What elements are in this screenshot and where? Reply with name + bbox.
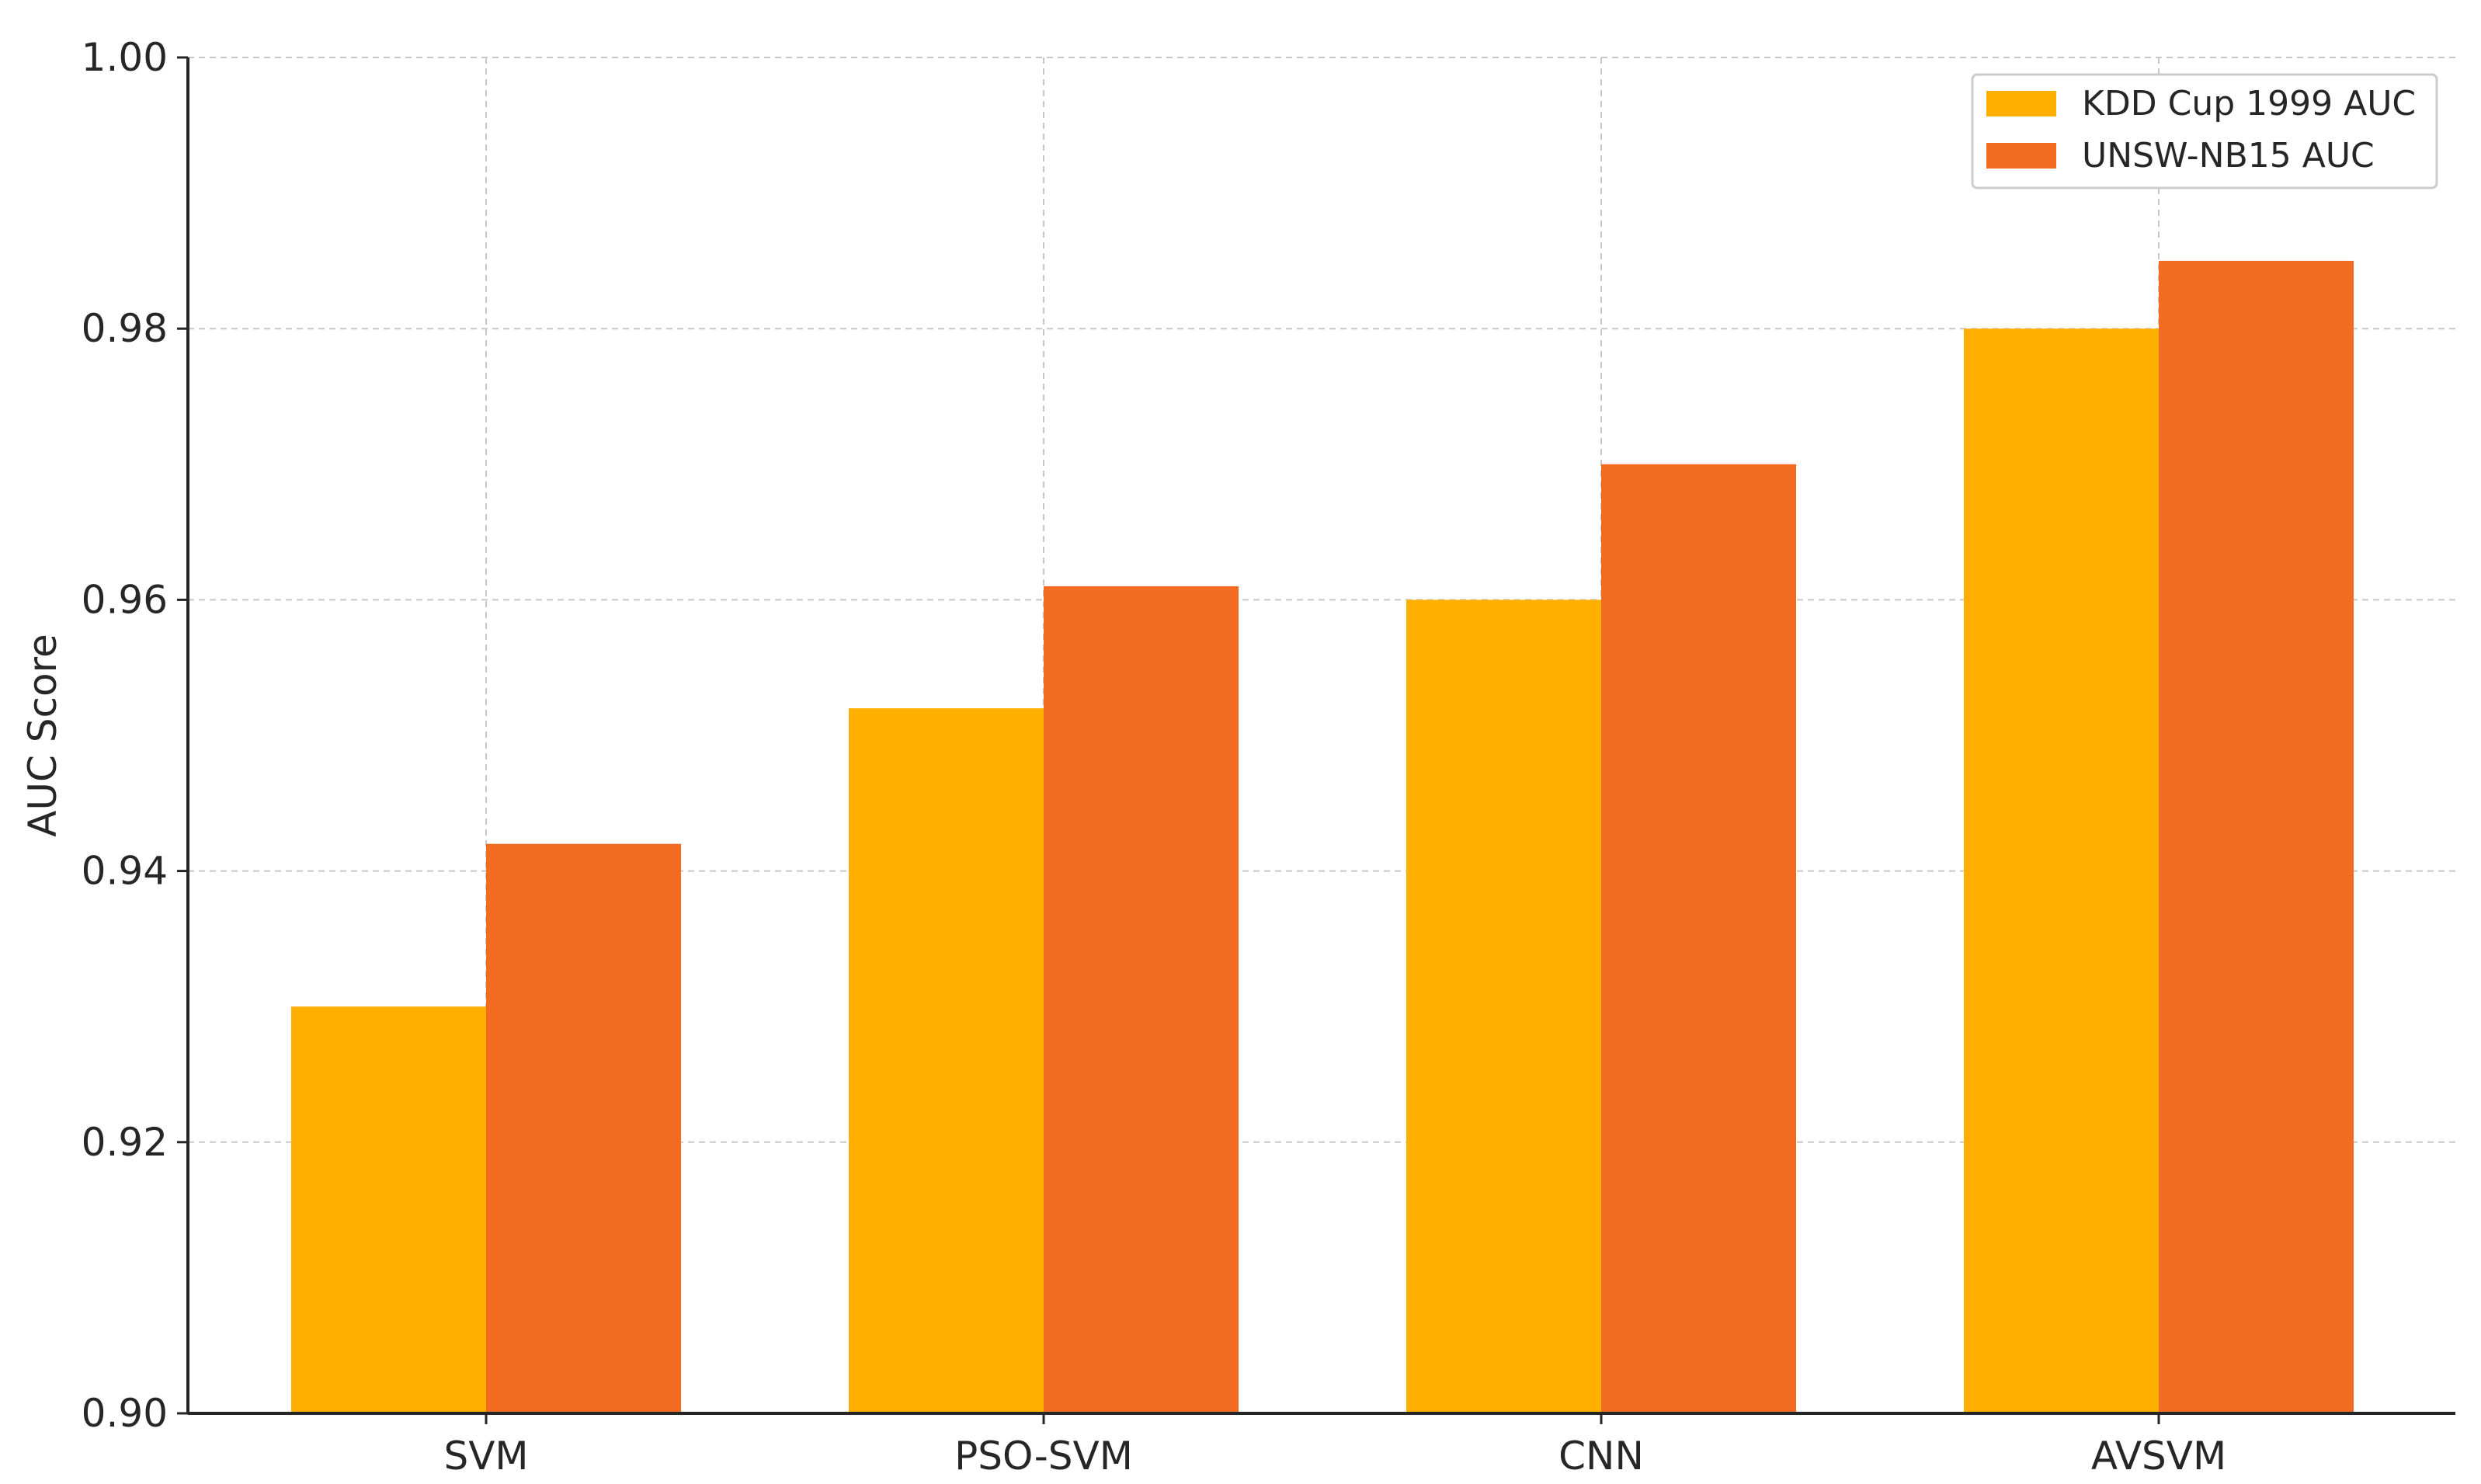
bar-kdd-svm — [291, 1006, 486, 1413]
x-tick-label: SVM — [443, 1434, 528, 1479]
bar-kdd-pso-svm — [849, 708, 1044, 1413]
legend-label-unsw: UNSW-NB15 AUC — [2082, 136, 2375, 176]
bar-kdd-avsvm — [1964, 328, 2159, 1414]
bars — [291, 260, 2354, 1414]
y-tick-label: 0.90 — [82, 1391, 168, 1436]
y-tick-label: 1.00 — [82, 35, 168, 80]
legend-swatch-unsw — [1986, 143, 2056, 169]
y-tick-label: 0.98 — [82, 306, 168, 351]
legend-label-kdd: KDD Cup 1999 AUC — [2082, 84, 2416, 123]
x-tick-label: PSO-SVM — [954, 1434, 1133, 1479]
tick-labels: 0.90 0.92 0.94 0.96 0.98 1.00 SVM PSO-SVM CNN AVS… — [82, 35, 2226, 1479]
y-axis-title: AUC Score — [20, 634, 65, 837]
legend-swatch-kdd — [1986, 91, 2056, 116]
bar-kdd-cnn — [1406, 600, 1601, 1413]
bar-unsw-svm — [486, 843, 681, 1413]
x-tick-label: CNN — [1558, 1434, 1644, 1479]
bar-unsw-cnn — [1601, 464, 1796, 1413]
y-tick-label: 0.94 — [82, 849, 168, 894]
axes — [186, 57, 2455, 1415]
y-tick-label: 0.92 — [82, 1120, 168, 1165]
y-tick-label: 0.96 — [82, 577, 168, 622]
x-tick-label: AVSVM — [2091, 1434, 2226, 1479]
legend-frame — [1971, 73, 2438, 189]
bar-unsw-pso-svm — [1044, 586, 1239, 1414]
bar-unsw-avsvm — [2159, 260, 2354, 1413]
legend: KDD Cup 1999 AUC UNSW-NB15 AUC — [1971, 73, 2438, 189]
